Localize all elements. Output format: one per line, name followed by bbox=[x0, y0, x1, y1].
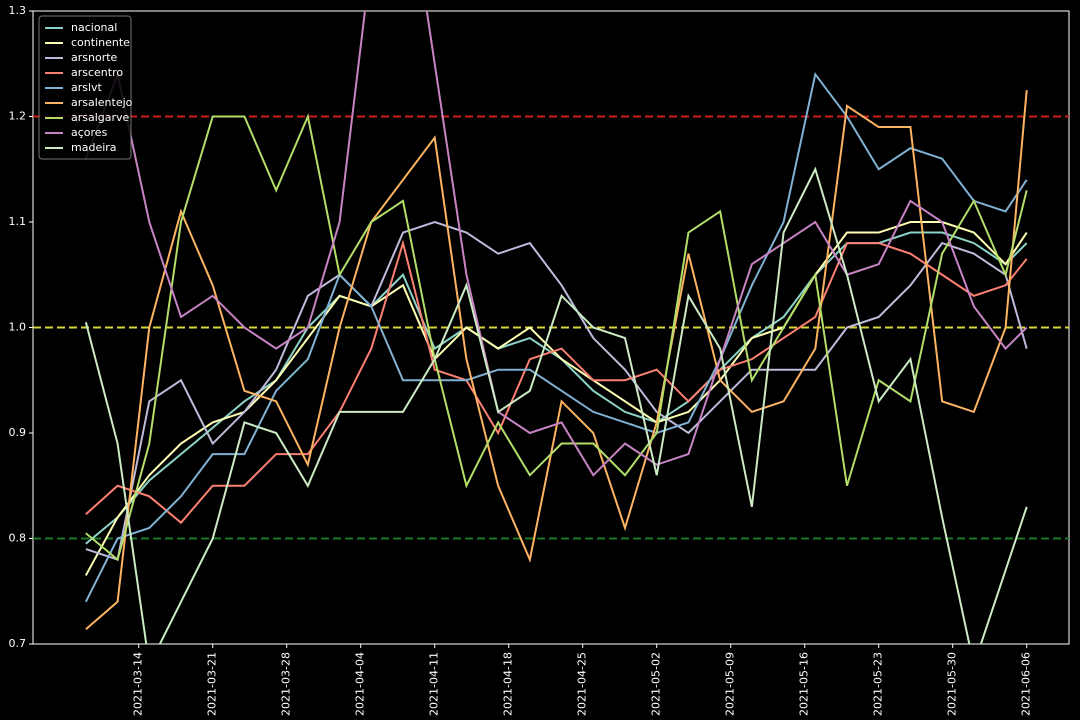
plot-area bbox=[33, 11, 1069, 644]
x-tick-label: 2021-05-02 bbox=[650, 652, 663, 716]
series-line bbox=[85, 220, 1028, 561]
x-tick-label: 2021-03-28 bbox=[280, 652, 293, 716]
x-tick-label: 2021-03-21 bbox=[206, 652, 219, 716]
x-tick-label: 2021-04-18 bbox=[502, 652, 515, 716]
legend-label: açores bbox=[71, 126, 108, 139]
y-tick-label: 1.2 bbox=[9, 110, 27, 123]
legend-label: arsnorte bbox=[71, 51, 118, 64]
series-line bbox=[84, 221, 1028, 576]
x-tick-label: 2021-04-11 bbox=[428, 652, 441, 716]
x-tick-label: 2021-06-06 bbox=[1020, 652, 1033, 716]
y-tick-label: 1.3 bbox=[9, 4, 27, 17]
series-line bbox=[85, 239, 1028, 525]
y-tick-label: 0.7 bbox=[9, 637, 27, 650]
y-tick-label: 0.8 bbox=[9, 532, 27, 545]
y-tick-label: 0.9 bbox=[9, 426, 27, 439]
x-tick-label: 2021-05-09 bbox=[724, 652, 737, 716]
x-tick-label: 2021-05-30 bbox=[946, 652, 959, 716]
legend-label: arscentro bbox=[71, 66, 123, 79]
series-line bbox=[84, 11, 1028, 477]
series-line bbox=[85, 90, 1028, 630]
series-line bbox=[85, 113, 1028, 562]
x-tick-label: 2021-05-23 bbox=[872, 652, 885, 716]
legend-label: nacional bbox=[71, 21, 117, 34]
legend-box bbox=[38, 15, 132, 160]
legend-label: madeira bbox=[71, 141, 117, 154]
legend-label: continente bbox=[71, 36, 130, 49]
series-line bbox=[84, 166, 1028, 644]
x-tick-label: 2021-04-04 bbox=[354, 652, 367, 716]
legend-label: arsalentejo bbox=[71, 96, 133, 109]
x-tick-label: 2021-04-25 bbox=[576, 652, 589, 716]
x-tick-label: 2021-03-14 bbox=[132, 652, 145, 716]
x-tick-label: 2021-05-16 bbox=[798, 652, 811, 716]
legend-label: arsalgarve bbox=[71, 111, 130, 124]
y-tick-label: 1.0 bbox=[9, 321, 27, 334]
series-line bbox=[84, 71, 1028, 603]
y-tick-label: 1.1 bbox=[9, 215, 27, 228]
legend-label: arslvt bbox=[71, 81, 103, 94]
